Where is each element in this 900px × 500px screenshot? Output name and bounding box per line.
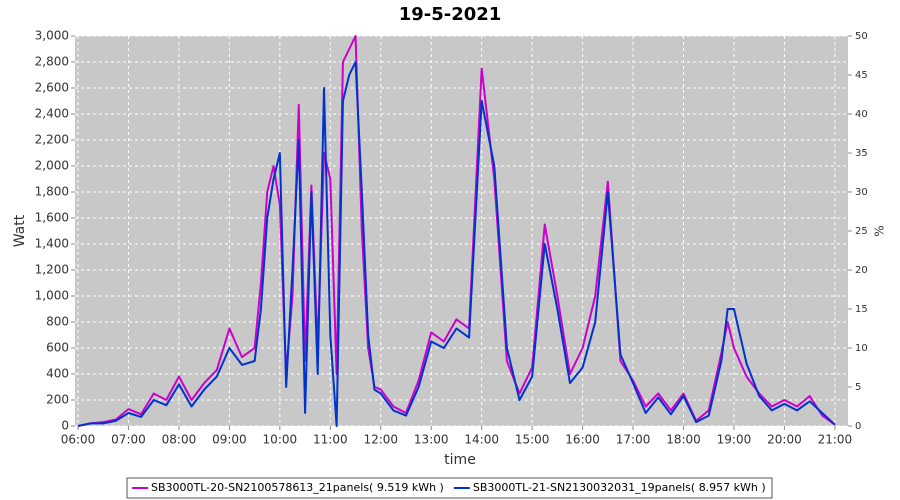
- y2-tick-label: 0: [855, 421, 861, 432]
- legend-label: SB3000TL-20-SN2100578613_21panels( 9.519…: [151, 481, 444, 494]
- chart-title: 19-5-2021: [399, 4, 502, 25]
- y-tick-label: 1,600: [35, 211, 69, 225]
- y-tick-label: 1,400: [35, 237, 69, 251]
- y2-tick-label: 10: [855, 343, 868, 354]
- x-tick-label: 14:00: [464, 433, 499, 447]
- y-tick-label: 200: [46, 393, 69, 407]
- y2-tick-label: 30: [855, 187, 868, 198]
- y-tick-label: 2,000: [35, 159, 69, 173]
- x-tick-label: 13:00: [414, 433, 449, 447]
- y-tick-label: 2,400: [35, 107, 69, 121]
- x-tick-label: 17:00: [616, 433, 651, 447]
- x-tick-label: 15:00: [515, 433, 550, 447]
- series-line: [77, 61, 836, 427]
- x-tick-label: 07:00: [111, 433, 146, 447]
- x-tick-label: 20:00: [767, 433, 802, 447]
- x-tick-label: 09:00: [212, 433, 247, 447]
- y-tick-label: 2,800: [35, 55, 69, 69]
- y-tick-label: 1,200: [35, 263, 69, 277]
- plot-area: [75, 36, 848, 426]
- y2-tick-label: 45: [855, 70, 868, 81]
- y-tick-label: 2,600: [35, 81, 69, 95]
- x-axis-label: time: [444, 452, 476, 468]
- legend: [126, 477, 773, 499]
- x-tick-label: 19:00: [717, 433, 752, 447]
- y2-tick-label: 35: [855, 148, 868, 159]
- y-tick-label: 1,800: [35, 185, 69, 199]
- y2-tick-label: 15: [855, 304, 868, 315]
- y-tick-label: 1,000: [35, 289, 69, 303]
- series-line: [77, 35, 836, 427]
- x-tick-label: 21:00: [818, 433, 853, 447]
- x-tick-label: 10:00: [263, 433, 298, 447]
- y-tick-label: 3,000: [35, 29, 69, 43]
- y2-tick-label: 20: [855, 265, 868, 276]
- x-tick-label: 11:00: [313, 433, 348, 447]
- y2-tick-label: 50: [855, 31, 868, 42]
- x-tick-label: 08:00: [162, 433, 197, 447]
- y2-tick-label: 40: [855, 109, 868, 120]
- y-tick-label: 600: [46, 341, 69, 355]
- y2-tick-label: 25: [855, 226, 868, 237]
- x-tick-label: 12:00: [363, 433, 398, 447]
- y2-axis-label: %: [873, 225, 887, 236]
- legend-label: SB3000TL-21-SN2130032031_19panels( 8.957…: [473, 481, 766, 494]
- y-tick-label: 0: [61, 419, 69, 433]
- y-tick-label: 2,200: [35, 133, 69, 147]
- x-tick-label: 06:00: [61, 433, 96, 447]
- x-tick-label: 18:00: [666, 433, 701, 447]
- y-tick-label: 400: [46, 367, 69, 381]
- y-axis-label: Watt: [12, 214, 28, 247]
- x-tick-label: 16:00: [565, 433, 600, 447]
- y-tick-label: 800: [46, 315, 69, 329]
- y2-tick-label: 5: [855, 382, 861, 393]
